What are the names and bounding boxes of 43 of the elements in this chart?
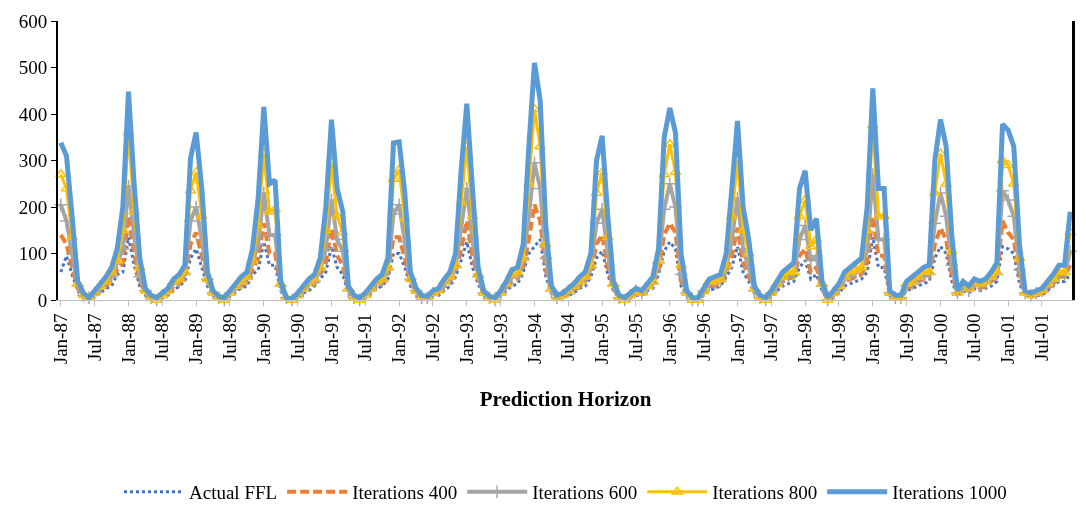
y-tick-label: 100 — [18, 243, 48, 265]
x-tick-label: Jul-98 — [828, 313, 850, 362]
y-tick-label: 600 — [18, 10, 48, 32]
y-tick-label: 400 — [18, 103, 48, 125]
x-tick-label: Jan-96 — [658, 313, 680, 365]
y-tick-label: 0 — [37, 289, 48, 311]
x-tick-label: Jan-87 — [49, 313, 71, 365]
x-tick-label: Jan-88 — [117, 313, 139, 365]
x-tick-label: Jul-90 — [286, 313, 308, 362]
x-tick-label: Jul-95 — [625, 313, 647, 362]
x-tick-label: Jan-97 — [726, 313, 748, 365]
legend-label: Iterations 600 — [532, 482, 638, 504]
legend-label: Actual FFL — [189, 482, 278, 504]
x-tick-label: Jul-01 — [1031, 313, 1053, 362]
x-axis-title: Prediction Horizon — [479, 387, 652, 412]
x-tick-label: Jul-91 — [354, 313, 376, 362]
x-tick-label: Jul-96 — [692, 313, 714, 362]
x-tick-label: Jan-92 — [388, 313, 410, 365]
x-tick-label: Jan-95 — [591, 313, 613, 365]
x-tick-label: Jul-00 — [963, 313, 985, 362]
x-tick-label: Jul-89 — [219, 313, 241, 362]
y-tick-label: 500 — [18, 57, 48, 79]
x-tick-label: Jan-89 — [185, 313, 207, 365]
y-tick-label: 200 — [18, 196, 48, 218]
y-tick-label: 300 — [18, 150, 48, 172]
x-tick-label: Jan-00 — [929, 313, 951, 365]
x-tick-label: Jul-87 — [83, 313, 105, 362]
x-tick-label: Jan-99 — [861, 313, 883, 365]
x-tick-label: Jul-93 — [489, 313, 511, 362]
x-tick-label: Jul-94 — [557, 313, 579, 362]
x-tick-label: Jan-90 — [252, 313, 274, 365]
x-tick-label: Jul-88 — [151, 313, 173, 362]
x-tick-label: Jan-91 — [320, 313, 342, 365]
legend-label: Iterations 800 — [712, 482, 818, 504]
x-tick-label: Jul-99 — [895, 313, 917, 362]
x-tick-label: Jul-92 — [422, 313, 444, 362]
x-tick-label: Jan-98 — [794, 313, 816, 365]
x-tick-label: Jan-01 — [997, 313, 1019, 365]
legend-label: Iterations 1000 — [892, 482, 1007, 504]
x-tick-label: Jan-94 — [523, 313, 545, 365]
legend-label: Iterations 400 — [352, 482, 458, 504]
x-tick-label: Jan-93 — [455, 313, 477, 365]
x-tick-label: Jul-97 — [760, 313, 782, 362]
